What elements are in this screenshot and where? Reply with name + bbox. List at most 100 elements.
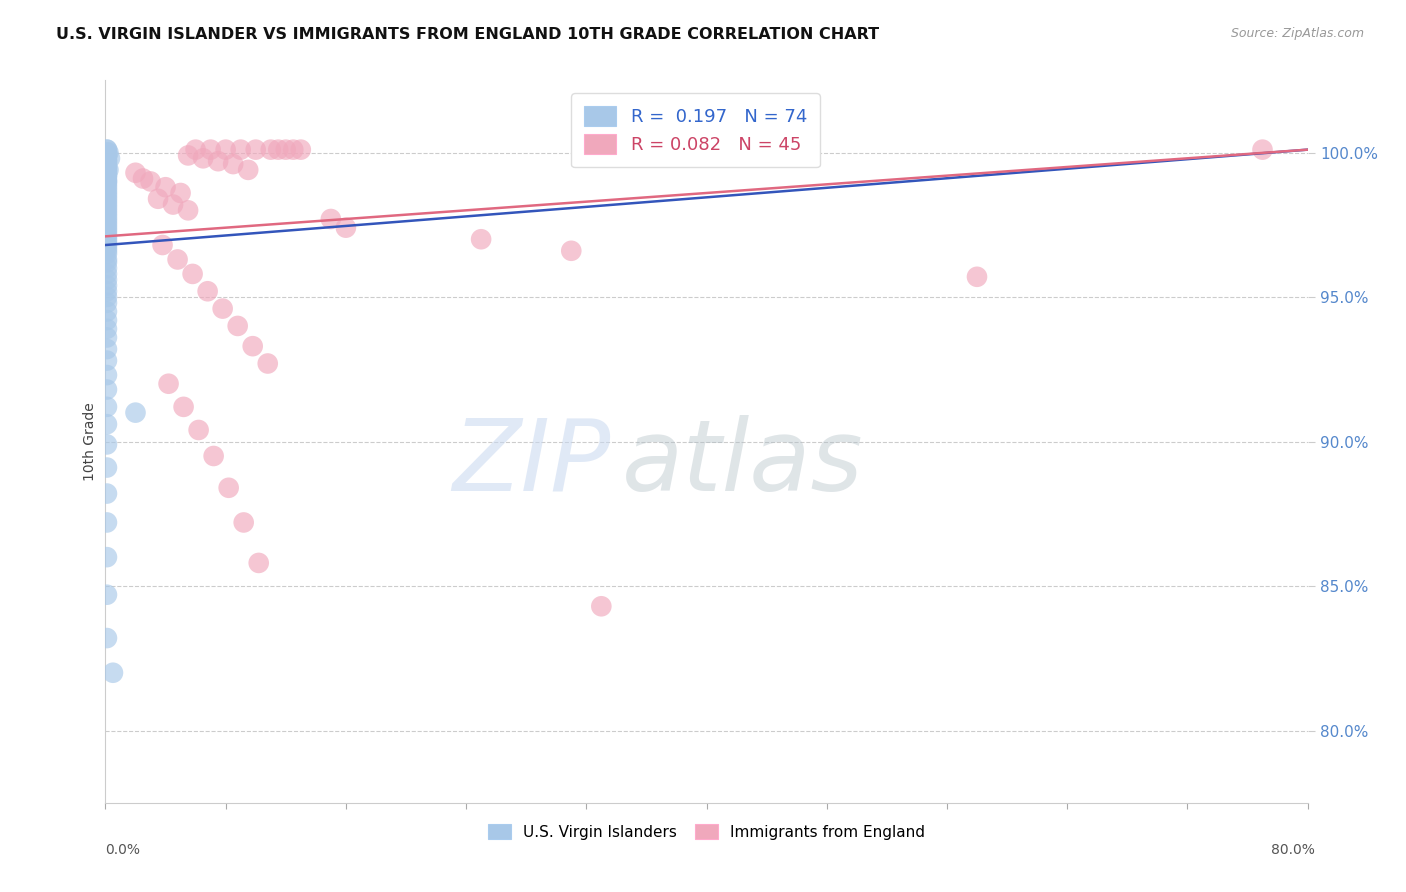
Point (96, 166, 118, 180)
Point (96, 201, 118, 215)
Point (335, 220, 357, 235)
Point (124, 406, 146, 420)
Point (96, 223, 118, 237)
Point (290, 143, 312, 157)
Point (96, 353, 118, 368)
Point (96, 330, 118, 344)
Point (96, 278, 118, 293)
Point (173, 400, 195, 414)
Point (256, 357, 278, 371)
Point (96, 244, 118, 258)
Point (169, 186, 191, 200)
Point (238, 162, 260, 177)
Point (96, 229, 118, 244)
Point (96, 227, 118, 241)
Point (96, 238, 118, 252)
Point (202, 449, 225, 463)
Point (1251, 143, 1274, 157)
Point (274, 143, 297, 157)
Point (155, 180, 177, 194)
Point (218, 481, 240, 495)
Point (96, 267, 118, 281)
Point (132, 171, 155, 186)
Point (319, 212, 342, 227)
Point (214, 143, 236, 157)
Point (97, 162, 120, 177)
Point (96, 460, 118, 475)
Point (96, 154, 118, 169)
Point (966, 269, 988, 284)
Point (187, 423, 209, 437)
Point (96, 550, 118, 565)
Point (96, 342, 118, 356)
Text: 80.0%: 80.0% (1271, 843, 1315, 857)
Point (152, 238, 174, 252)
Point (96, 145, 118, 160)
Point (211, 301, 233, 316)
Point (96, 174, 118, 188)
Point (96, 148, 118, 162)
Point (229, 143, 252, 157)
Point (96, 143, 118, 157)
Point (162, 197, 184, 211)
Point (96, 232, 118, 246)
Point (96, 212, 118, 227)
Point (96, 169, 118, 183)
Point (96, 516, 118, 530)
Point (260, 143, 283, 157)
Point (96, 157, 118, 171)
Point (96, 241, 118, 255)
Point (98, 151, 121, 165)
Point (470, 232, 492, 246)
Point (96, 206, 118, 220)
Point (283, 143, 305, 157)
Point (247, 556, 270, 570)
Legend: U.S. Virgin Islanders, Immigrants from England: U.S. Virgin Islanders, Immigrants from E… (482, 818, 931, 846)
Point (191, 151, 214, 165)
Point (222, 157, 245, 171)
Text: atlas: atlas (623, 415, 865, 512)
Point (96, 235, 118, 249)
Point (96, 189, 118, 203)
Point (96, 383, 118, 397)
Point (591, 599, 613, 614)
Point (242, 339, 264, 353)
Point (96, 162, 118, 177)
Point (96, 186, 118, 200)
Point (96, 197, 118, 211)
Point (96, 209, 118, 223)
Point (96, 285, 118, 299)
Point (96, 180, 118, 194)
Point (245, 143, 267, 157)
Point (184, 143, 207, 157)
Point (96, 169, 118, 183)
Point (146, 192, 169, 206)
Point (232, 516, 254, 530)
Point (96, 261, 118, 276)
Point (96, 183, 118, 197)
Point (96, 148, 118, 162)
Point (226, 318, 249, 333)
Point (560, 244, 582, 258)
Point (96, 273, 118, 287)
Point (157, 376, 180, 391)
Point (177, 203, 200, 218)
Point (177, 148, 200, 162)
Text: 0.0%: 0.0% (105, 843, 141, 857)
Point (97, 145, 120, 160)
Point (96, 151, 118, 165)
Point (96, 154, 118, 169)
Text: ZIP: ZIP (453, 415, 610, 512)
Point (96, 437, 118, 451)
Point (96, 400, 118, 414)
Point (96, 313, 118, 327)
Point (181, 267, 204, 281)
Point (96, 218, 118, 232)
Point (101, 665, 124, 680)
Point (96, 194, 118, 209)
Point (207, 154, 229, 169)
Point (96, 203, 118, 218)
Y-axis label: 10th Grade: 10th Grade (83, 402, 97, 481)
Text: U.S. VIRGIN ISLANDER VS IMMIGRANTS FROM ENGLAND 10TH GRADE CORRELATION CHART: U.S. VIRGIN ISLANDER VS IMMIGRANTS FROM … (56, 27, 879, 42)
Point (96, 588, 118, 602)
